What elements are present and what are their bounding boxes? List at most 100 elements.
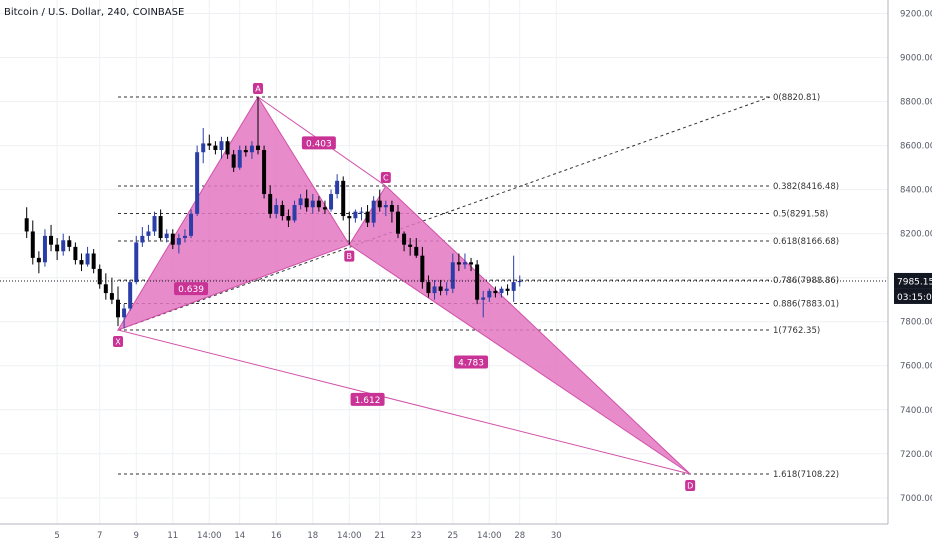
candle-body bbox=[128, 282, 133, 309]
candle-body bbox=[377, 200, 382, 208]
candle-body bbox=[195, 152, 200, 214]
candle-body bbox=[243, 150, 248, 153]
candle-body bbox=[146, 231, 151, 236]
candle-body bbox=[164, 233, 169, 239]
candle-body bbox=[61, 240, 66, 252]
fib-level-label: 0.886(7883.01) bbox=[773, 299, 839, 309]
candle-body bbox=[49, 235, 54, 245]
candle-body bbox=[341, 180, 346, 217]
ratio-tag bbox=[174, 282, 209, 296]
countdown-label: 03:15:03 bbox=[897, 293, 932, 303]
candle-body bbox=[396, 211, 400, 234]
candle-body bbox=[67, 240, 72, 247]
candle-body bbox=[152, 216, 157, 232]
candle-body bbox=[85, 253, 90, 265]
candle-body bbox=[322, 207, 327, 210]
candle-body bbox=[140, 235, 145, 243]
candle-body bbox=[280, 205, 285, 217]
ratio-tag bbox=[454, 355, 489, 369]
fib-level-label: 0.786(7988.86) bbox=[773, 276, 839, 286]
last-price-tag bbox=[894, 272, 932, 289]
price-tick-label: 8600.00 bbox=[900, 142, 932, 152]
ratio-label: 0.639 bbox=[178, 285, 204, 295]
pattern-point-label: B bbox=[347, 252, 353, 261]
price-tick-label: 8200.00 bbox=[900, 230, 932, 240]
candle-body bbox=[274, 205, 279, 214]
candle-body bbox=[371, 200, 376, 223]
trend-line[interactable] bbox=[117, 96, 771, 331]
candle-body bbox=[91, 253, 96, 269]
candle-body bbox=[383, 205, 388, 208]
candle-body bbox=[456, 262, 461, 265]
fib-level-label: 1(7762.35) bbox=[773, 326, 820, 336]
candle-body bbox=[426, 282, 431, 294]
candle-body bbox=[481, 297, 486, 300]
candle-body bbox=[116, 299, 120, 318]
price-axis-bg bbox=[888, 0, 932, 524]
time-tick-label: 28 bbox=[514, 531, 525, 541]
time-tick-label: 21 bbox=[374, 531, 385, 541]
candle-body bbox=[189, 213, 194, 236]
time-tick-label: 14:00 bbox=[337, 531, 362, 541]
time-tick-label: 23 bbox=[411, 531, 422, 541]
time-tick-label: 9 bbox=[134, 531, 139, 541]
candle-body bbox=[298, 198, 303, 206]
chart-title: Bitcoin / U.S. Dollar, 240, COINBASE bbox=[4, 7, 185, 18]
candle-body bbox=[414, 246, 419, 256]
candle-body bbox=[134, 242, 139, 283]
candle-body bbox=[158, 216, 163, 239]
price-tick-label: 8400.00 bbox=[900, 186, 932, 196]
price-tick-label: 8800.00 bbox=[900, 98, 932, 108]
last-price-label: 7985.15 bbox=[897, 277, 932, 287]
ratio-label: 0.403 bbox=[306, 139, 332, 149]
pattern-point-tag bbox=[344, 250, 355, 262]
candle-body bbox=[97, 268, 102, 285]
candle-body bbox=[24, 218, 29, 232]
time-tick-label: 14 bbox=[234, 531, 245, 541]
price-tick-label: 9000.00 bbox=[900, 54, 932, 64]
candle-body bbox=[182, 235, 187, 239]
candle-body bbox=[402, 233, 407, 245]
candle-body bbox=[438, 286, 443, 291]
candle-body bbox=[420, 255, 425, 283]
price-axis[interactable]: 9200.00 9000.00 8800.00 8600.00 8400.00 8200.… bbox=[887, 0, 932, 524]
countdown-tag bbox=[894, 288, 932, 304]
candlestick-series bbox=[24, 97, 522, 329]
pattern-point-tag bbox=[685, 480, 696, 491]
fib-level-label: 0.5(8291.58) bbox=[773, 210, 828, 220]
ratio-tag bbox=[301, 136, 336, 150]
candle-body bbox=[219, 141, 224, 151]
ratio-label: 4.783 bbox=[458, 358, 484, 368]
fib-level-label: 0.382(8416.48) bbox=[773, 182, 839, 192]
candle-body bbox=[329, 194, 334, 210]
candle-body bbox=[286, 216, 291, 221]
candle-body bbox=[450, 262, 455, 289]
price-tick-label: 7400.00 bbox=[900, 406, 932, 416]
candle-body bbox=[389, 205, 394, 212]
candle-body bbox=[462, 262, 467, 265]
candle-body bbox=[42, 235, 47, 263]
candle-body bbox=[207, 143, 212, 146]
candle-body bbox=[469, 262, 474, 265]
pattern-labels: X A B C D 0.639 0.403 4.783 1.612 bbox=[0, 83, 888, 491]
time-axis[interactable]: 5 7 9 11 14:00 14 16 18 14:00 21 23 25 14:00 28 30 bbox=[0, 523, 932, 550]
candle-body bbox=[170, 233, 175, 245]
candle-body bbox=[517, 280, 522, 283]
price-tick-label: 7600.00 bbox=[900, 362, 932, 372]
pattern-point-label: X bbox=[115, 338, 121, 347]
xab-triangle[interactable] bbox=[116, 96, 351, 331]
candle-body bbox=[505, 288, 510, 291]
price-tick-label: 7800.00 bbox=[900, 318, 932, 328]
candle-body bbox=[262, 150, 267, 195]
candle-body bbox=[487, 290, 492, 298]
fib-level-label: 0(8820.81) bbox=[773, 93, 820, 103]
time-tick-label: 14:00 bbox=[197, 531, 222, 541]
candle-body bbox=[73, 246, 78, 261]
time-tick-label: 16 bbox=[271, 531, 282, 541]
fib-level-label: 1.618(7108.22) bbox=[773, 470, 839, 480]
time-axis-bg bbox=[0, 524, 932, 550]
xd-line bbox=[117, 329, 691, 475]
pattern-point-tag bbox=[253, 83, 263, 94]
